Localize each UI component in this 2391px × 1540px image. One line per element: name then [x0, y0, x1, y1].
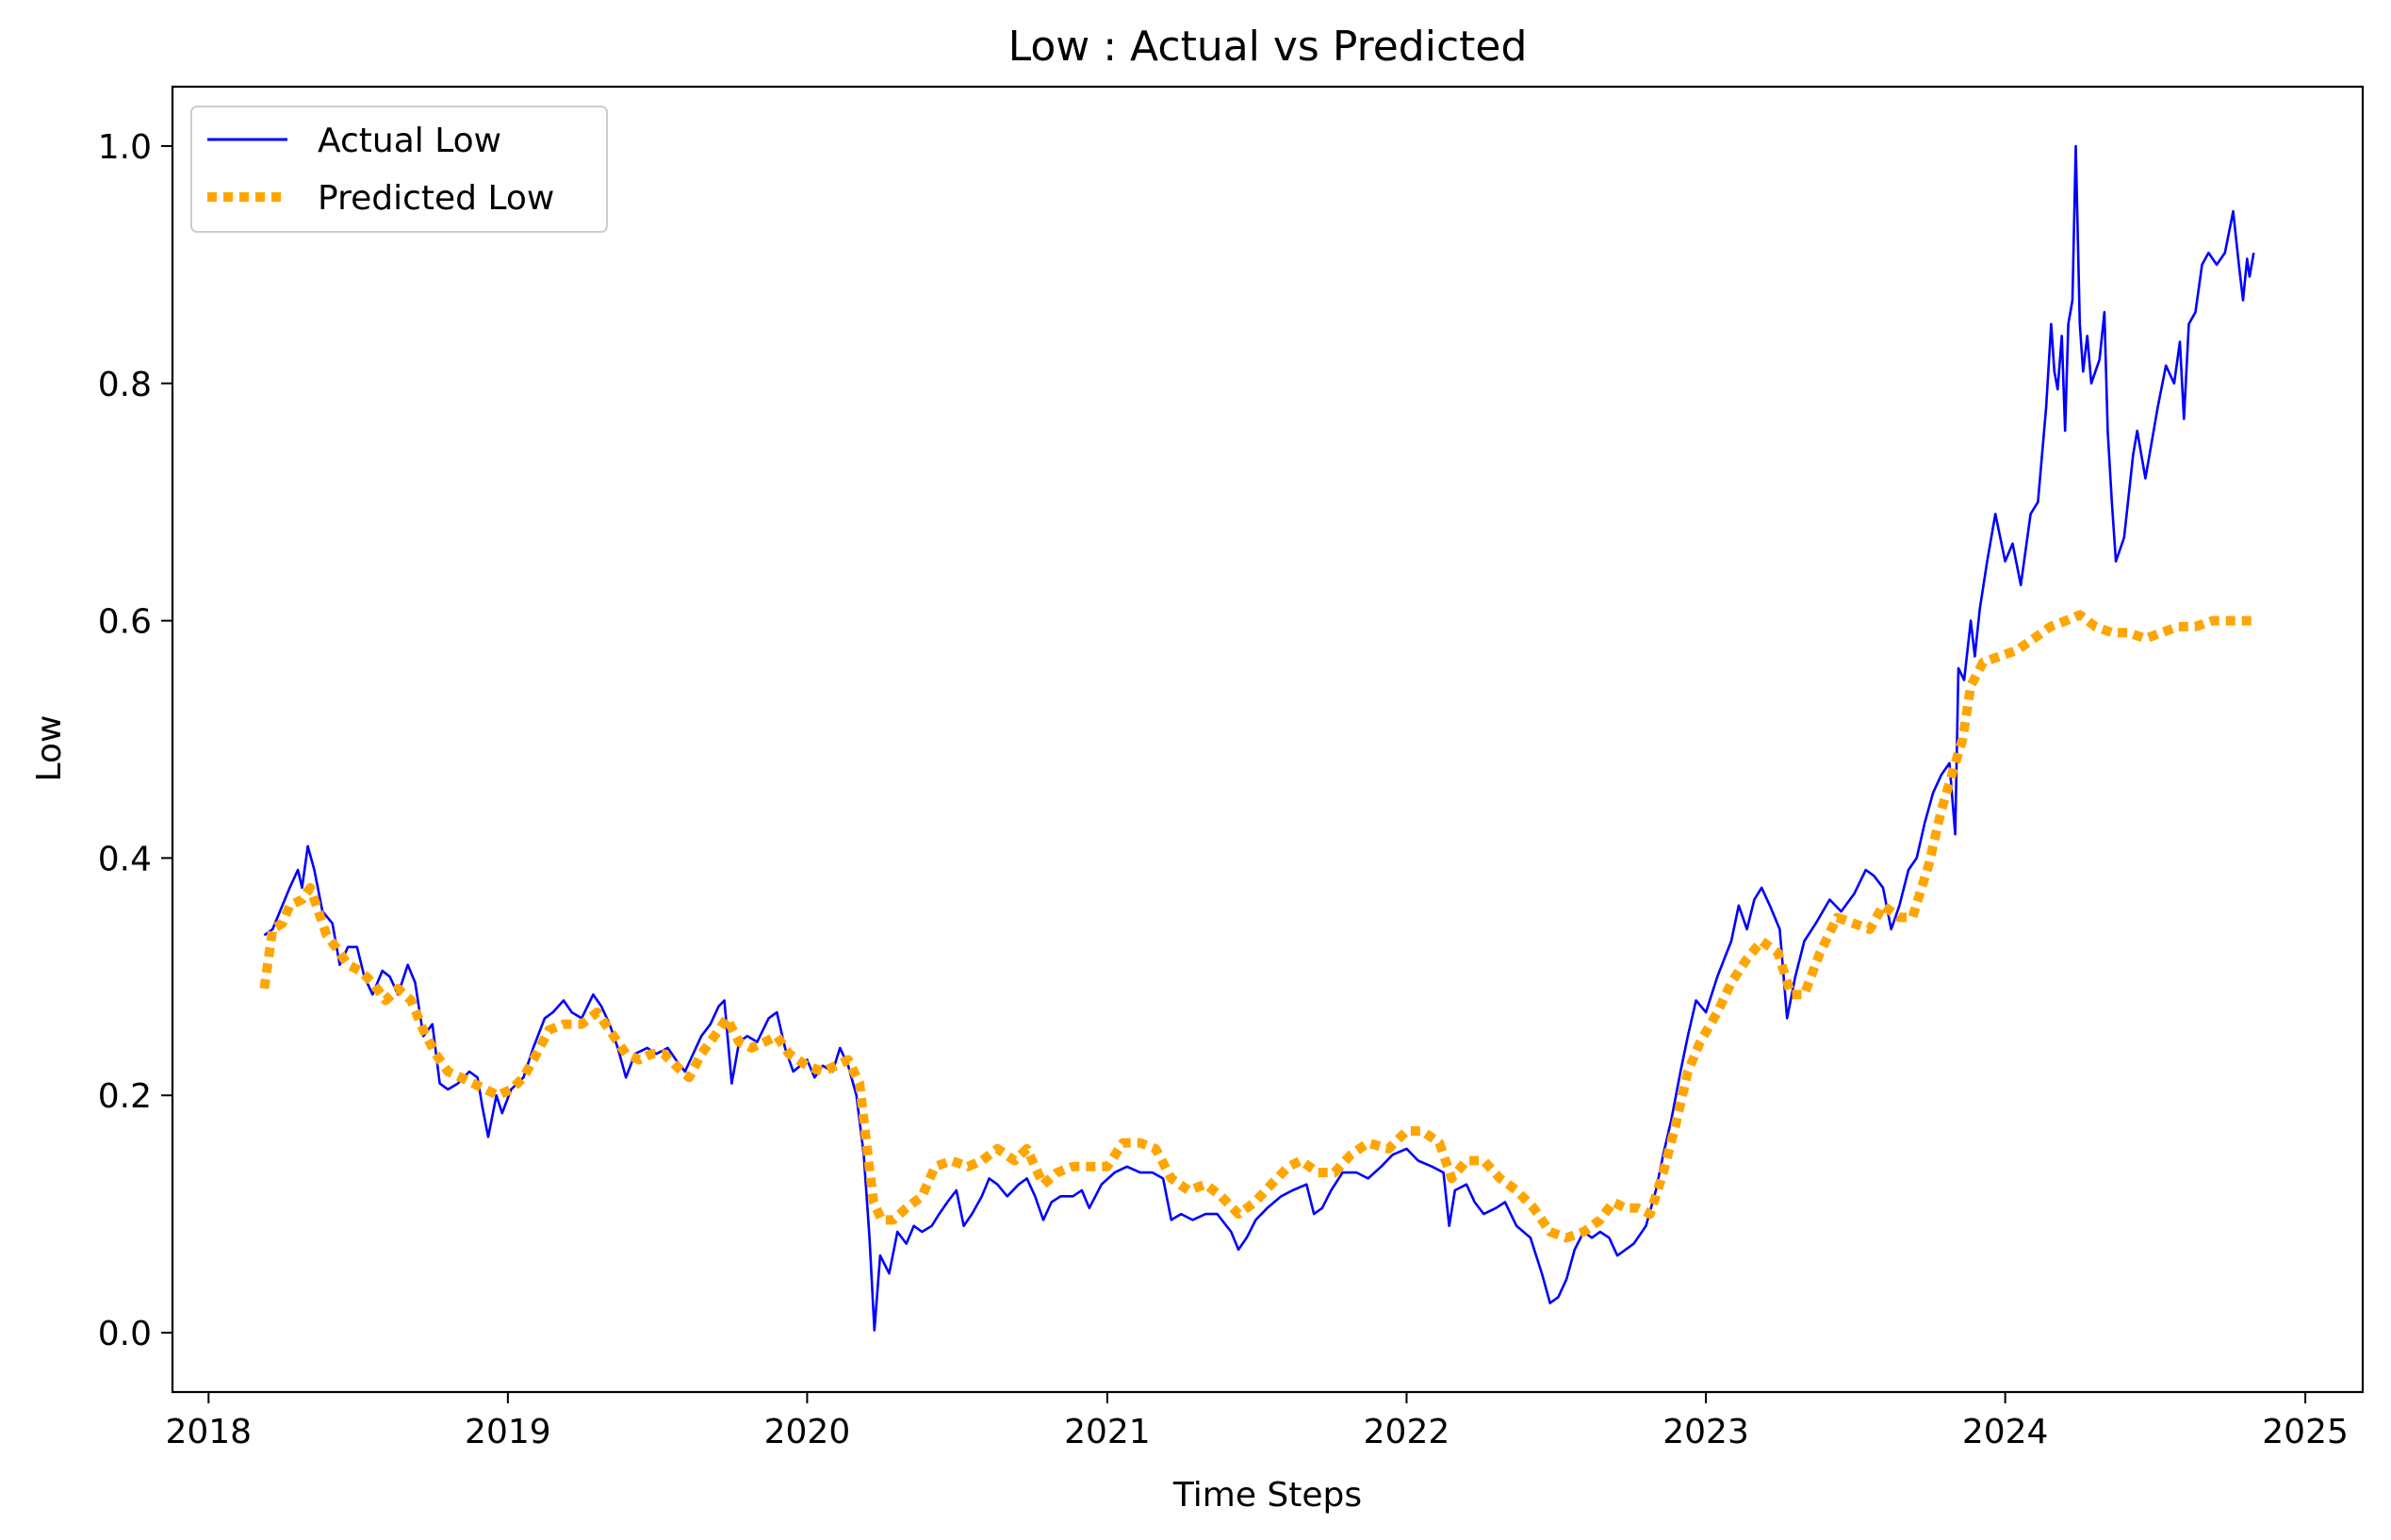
x-tick-label: 2025: [2262, 1413, 2349, 1451]
x-axis-label: Time Steps: [1172, 1476, 1362, 1515]
legend-box: [190, 106, 608, 233]
series-line-predicted-low: [259, 610, 2254, 1243]
series-line-actual-low: [263, 144, 2255, 1332]
y-tick-label: 0.6: [98, 603, 152, 642]
x-tick-label: 2024: [1962, 1413, 2049, 1451]
legend-label-actual: Actual Low: [318, 122, 501, 160]
x-tick-label: 2018: [165, 1413, 252, 1451]
y-axis-label: Low: [30, 715, 69, 782]
y-tick-label: 0.4: [98, 840, 152, 878]
x-tick-label: 2023: [1662, 1413, 1749, 1451]
plot-area-frame: [171, 85, 2365, 1394]
legend-label-predicted: Predicted Low: [318, 179, 554, 218]
x-tick-label: 2019: [465, 1413, 551, 1451]
x-tick-label: 2022: [1364, 1413, 1450, 1451]
y-tick-label: 1.0: [98, 128, 152, 167]
y-tick-label: 0.2: [98, 1077, 152, 1116]
series-layer: [259, 144, 2255, 1332]
chart-title: Low : Actual vs Predicted: [1008, 23, 1528, 71]
y-tick-label: 0.8: [98, 366, 152, 404]
x-tick-label: 2020: [764, 1413, 851, 1451]
y-tick-label: 0.0: [98, 1315, 152, 1353]
axis-ticks: 2018 2019 2020 2021 2022 2023 2024 2025 0.0 0.2 0.…: [98, 128, 2349, 1451]
legend: Actual Low Predicted Low: [190, 106, 608, 233]
x-tick-label: 2021: [1064, 1413, 1151, 1451]
